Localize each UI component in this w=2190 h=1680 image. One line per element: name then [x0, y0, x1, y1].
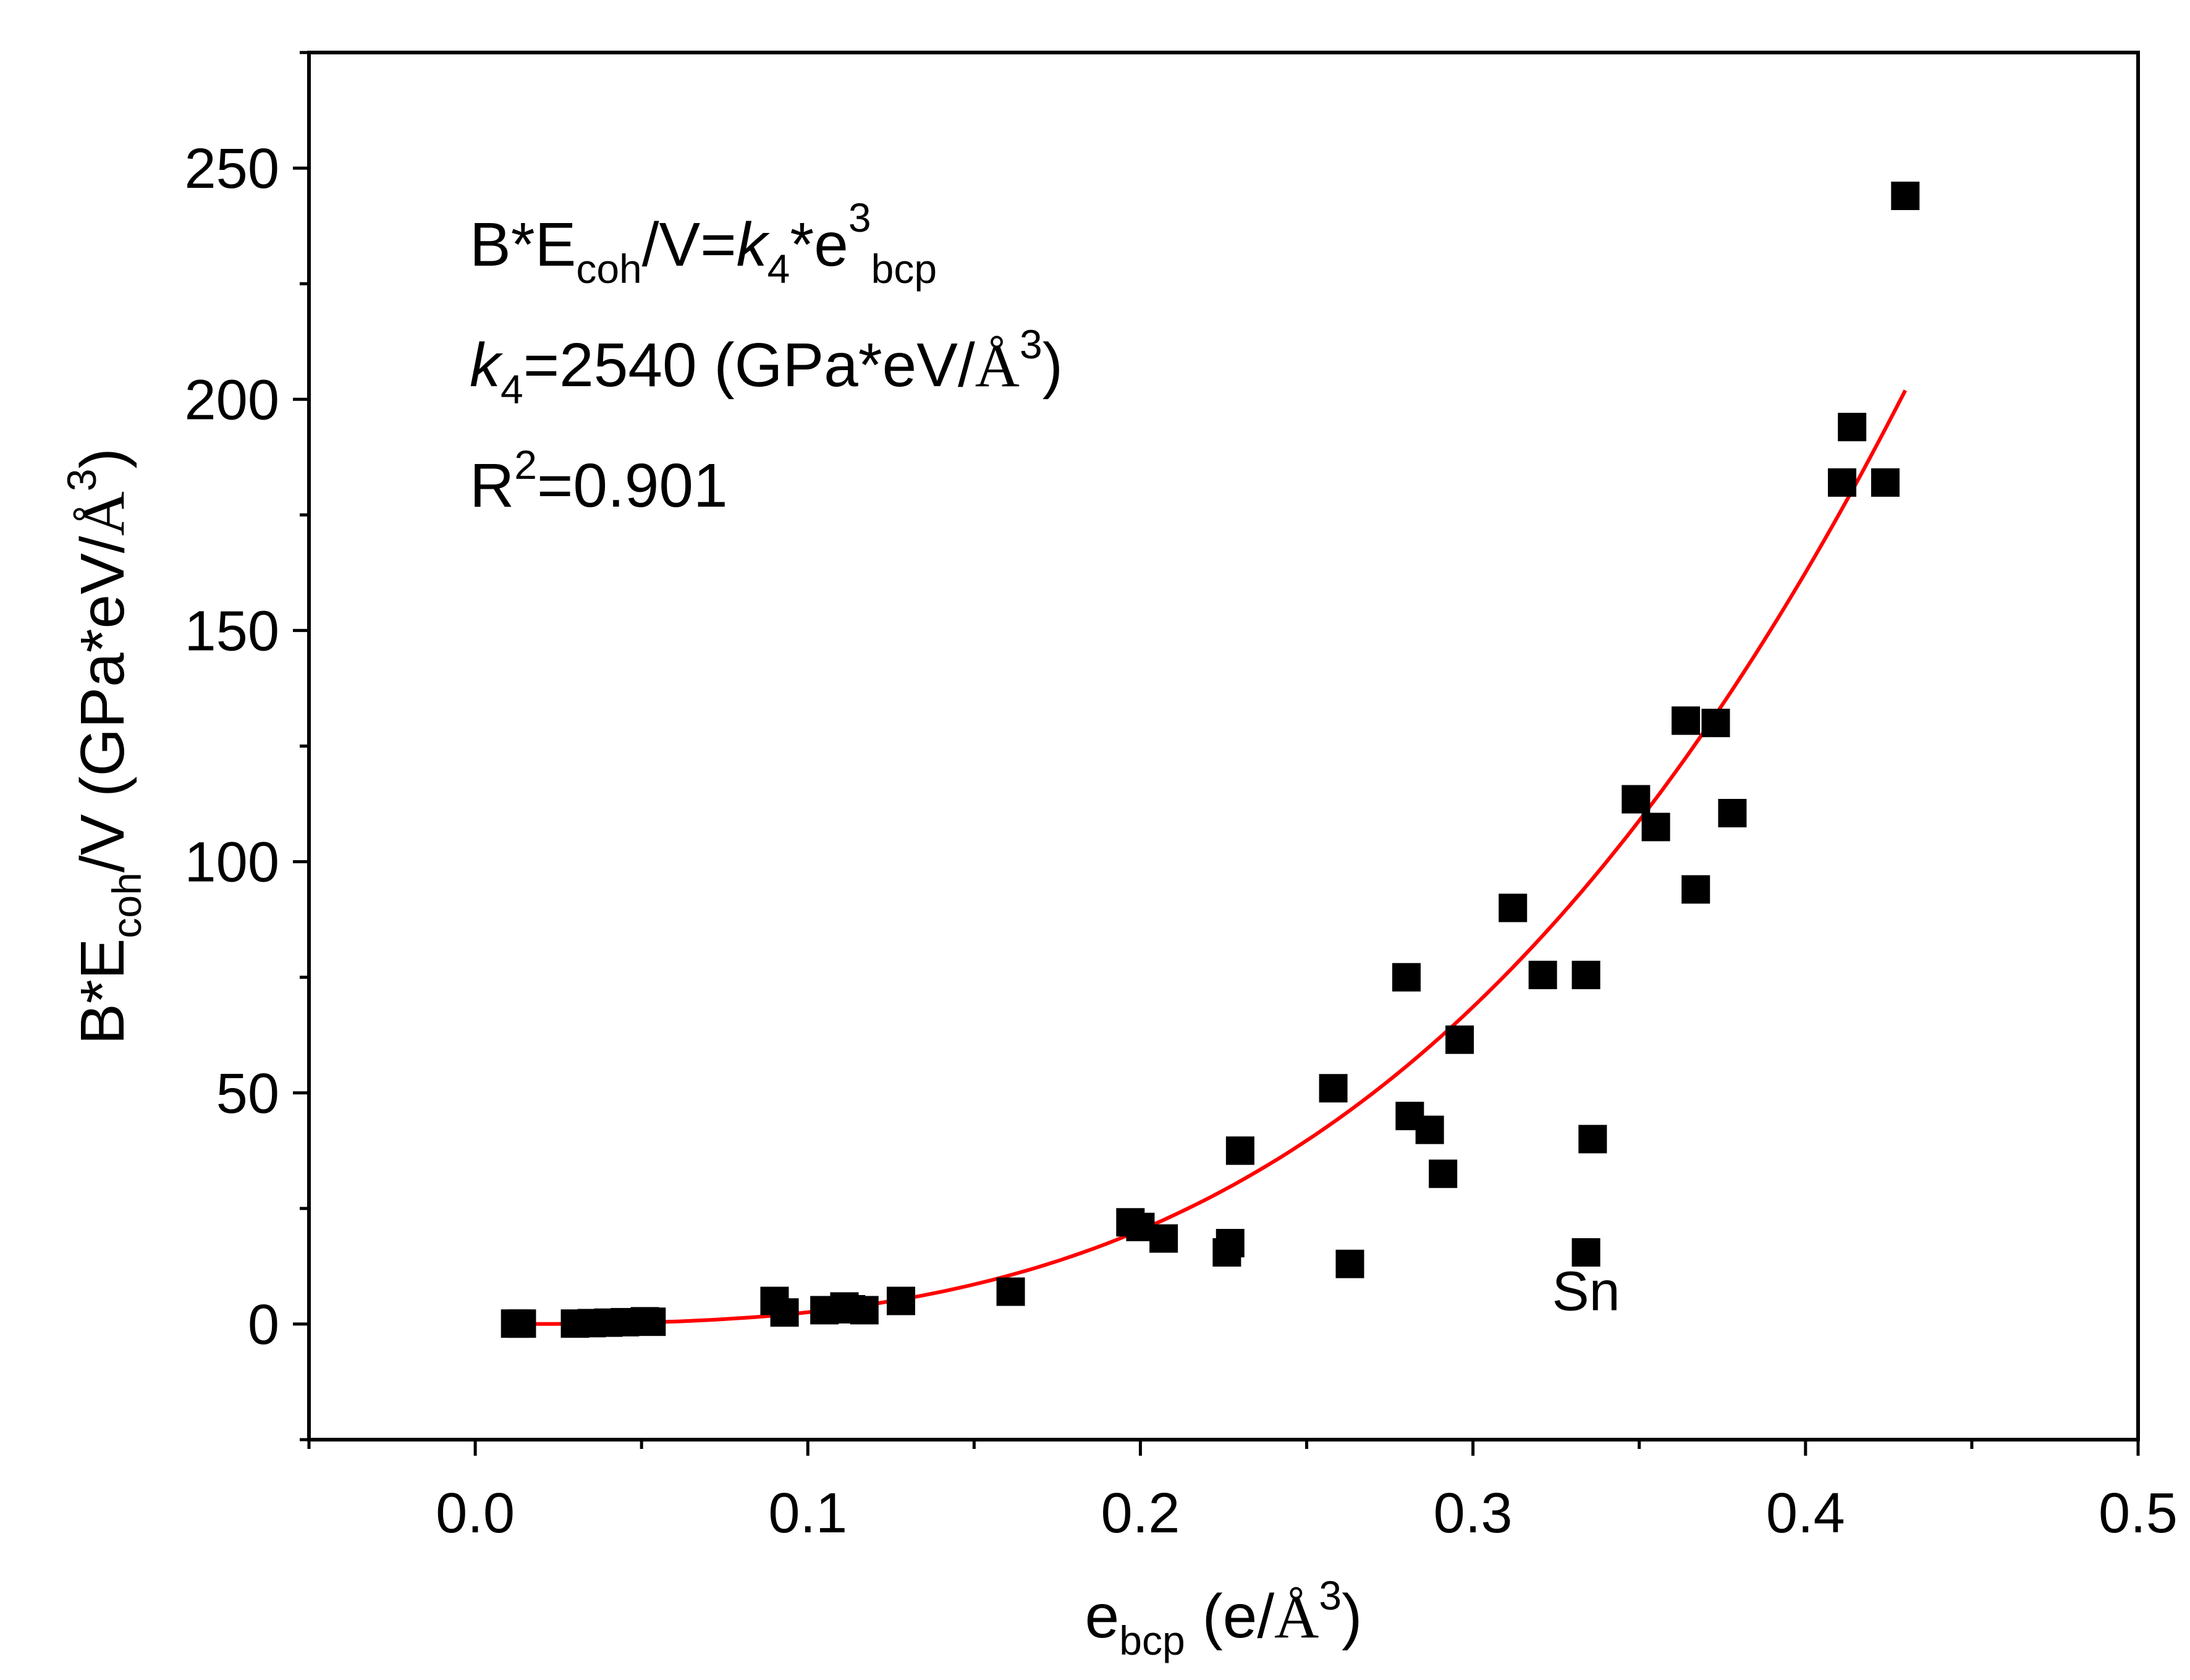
equation-annotation: B*Ecoh/V=k4*e3bcp	[470, 195, 937, 292]
x-tick-label: 0.5	[2099, 1482, 2178, 1545]
data-point	[1149, 1224, 1178, 1253]
data-point	[1718, 799, 1747, 828]
data-point	[1571, 1238, 1600, 1267]
y-tick-label: 150	[185, 599, 280, 662]
data-point	[1392, 963, 1421, 992]
data-point	[1215, 1228, 1245, 1257]
data-point	[1528, 960, 1557, 989]
data-point	[1499, 893, 1528, 922]
data-point	[1578, 1125, 1607, 1154]
data-point	[1429, 1159, 1458, 1188]
k-value-annotation: k4=2540 (GPa*eV/Å3)	[470, 321, 1063, 412]
data-point	[770, 1298, 799, 1327]
data-point	[1319, 1074, 1348, 1103]
data-point	[1681, 875, 1710, 904]
data-point	[850, 1296, 879, 1325]
data-point	[1225, 1136, 1254, 1165]
x-tick-label: 0.4	[1766, 1482, 1845, 1545]
data-point	[1871, 468, 1900, 497]
data-point	[1701, 709, 1730, 738]
data-point	[1621, 785, 1651, 814]
data-point	[1445, 1025, 1474, 1054]
data-point	[1641, 813, 1670, 842]
data-point	[637, 1307, 666, 1336]
y-tick-label: 0	[248, 1293, 279, 1356]
r-squared-annotation: R2=0.901	[470, 442, 728, 520]
x-axis: 0.0 0.1 0.2 0.3 0.4 0.5	[307, 1440, 2178, 1545]
y-tick-label: 250	[185, 137, 280, 200]
y-axis-title: B*Ecoh/V (GPa*eV/Å3)	[59, 448, 150, 1045]
data-point	[996, 1277, 1025, 1306]
data-point	[1571, 960, 1600, 989]
fit-curve	[515, 389, 1907, 1326]
data-point	[1415, 1115, 1444, 1144]
data-point	[1335, 1249, 1364, 1278]
data-point	[1828, 468, 1857, 497]
y-tick-label: 50	[216, 1062, 279, 1125]
y-tick-label: 100	[185, 831, 280, 894]
x-axis-title: ebcp (e/Å3)	[1085, 1572, 1363, 1663]
data-points	[501, 181, 1920, 1338]
y-axis: 0 50 100 150 200 250	[185, 51, 309, 1442]
sn-point-label: Sn	[1552, 1261, 1620, 1323]
data-point	[886, 1286, 915, 1315]
data-point	[1891, 181, 1920, 210]
data-point	[507, 1309, 536, 1338]
x-tick-label: 0.2	[1101, 1482, 1180, 1545]
x-tick-label: 0.3	[1434, 1482, 1513, 1545]
x-tick-label: 0.1	[768, 1482, 847, 1545]
x-tick-label: 0.0	[436, 1482, 515, 1545]
data-point	[1838, 413, 1867, 442]
data-point	[1672, 706, 1701, 735]
y-tick-label: 200	[185, 368, 280, 431]
